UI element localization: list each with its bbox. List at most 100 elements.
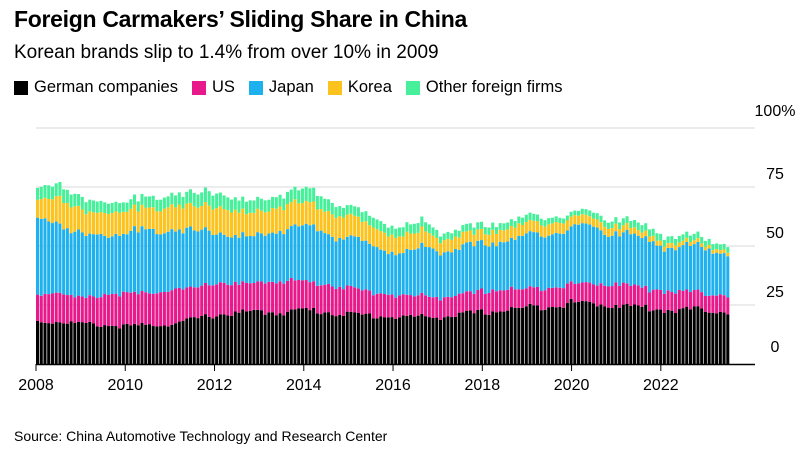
bar-japan-13 — [84, 235, 88, 298]
bar-korea-60 — [259, 210, 263, 234]
legend-item-other: Other foreign firms — [405, 78, 563, 97]
y-tick-label-25: 25 — [766, 284, 784, 301]
bar-korea-80 — [334, 217, 338, 242]
bar-other-146 — [580, 208, 584, 215]
bar-other-141 — [562, 218, 566, 224]
bar-german-33 — [159, 326, 163, 364]
bar-german-66 — [282, 315, 286, 364]
bar-japan-141 — [562, 233, 566, 289]
bar-other-123 — [494, 227, 498, 234]
bar-korea-86 — [356, 216, 360, 237]
bar-german-74 — [312, 307, 316, 364]
bar-german-122 — [491, 311, 495, 364]
bar-us-152 — [603, 285, 607, 307]
bar-other-128 — [513, 220, 517, 228]
bar-us-105 — [427, 296, 431, 318]
bar-korea-24 — [125, 211, 129, 235]
bar-japan-14 — [88, 233, 92, 296]
bar-other-5 — [54, 183, 58, 197]
bar-japan-72 — [304, 223, 308, 281]
bar-us-41 — [188, 286, 193, 318]
bar-other-92 — [379, 221, 383, 232]
bar-japan-181 — [711, 253, 715, 296]
bar-japan-182 — [715, 252, 719, 296]
bar-other-28 — [140, 193, 144, 205]
bar-other-79 — [330, 202, 334, 215]
bar-us-99 — [405, 294, 409, 316]
bar-japan-67 — [285, 229, 290, 281]
bar-us-71 — [300, 280, 304, 309]
bar-us-81 — [338, 286, 342, 315]
y-tick-label-0: 0 — [771, 339, 780, 356]
bar-other-136 — [543, 220, 547, 227]
x-tick-label-2016: 2016 — [375, 377, 411, 394]
bar-korea-113 — [457, 237, 461, 250]
bar-german-10 — [73, 323, 77, 364]
bar-other-135 — [539, 218, 543, 226]
bar-us-50 — [222, 282, 226, 315]
bar-german-174 — [685, 306, 689, 364]
bar-japan-2 — [43, 218, 47, 294]
bar-korea-58 — [252, 212, 256, 237]
chart-legend: German companies US Japan Korea Other fo… — [14, 78, 577, 97]
bar-german-68 — [289, 309, 293, 364]
bar-german-21 — [114, 326, 118, 364]
bar-japan-94 — [386, 254, 390, 295]
bar-korea-48 — [215, 208, 219, 235]
bar-german-4 — [50, 323, 54, 364]
bar-german-88 — [364, 313, 368, 364]
bar-japan-74 — [312, 224, 316, 282]
bar-other-71 — [300, 188, 304, 204]
bar-korea-42 — [192, 206, 196, 231]
bar-us-133 — [532, 287, 536, 306]
bar-korea-72 — [304, 200, 308, 224]
bar-german-180 — [707, 312, 711, 364]
bar-other-99 — [405, 222, 409, 232]
bar-japan-160 — [632, 233, 637, 285]
bar-korea-182 — [715, 249, 719, 253]
bar-japan-19 — [106, 237, 110, 295]
bar-us-91 — [375, 293, 379, 319]
bar-us-70 — [297, 279, 301, 309]
bar-german-183 — [718, 311, 722, 364]
bar-other-176 — [692, 233, 696, 241]
bar-german-149 — [591, 303, 596, 364]
bar-us-65 — [278, 281, 282, 314]
bar-german-96 — [394, 318, 398, 364]
bar-us-18 — [103, 293, 107, 326]
bar-german-106 — [431, 317, 435, 364]
bar-german-44 — [200, 315, 204, 364]
bar-korea-161 — [636, 230, 640, 236]
bar-japan-4 — [50, 223, 54, 294]
bar-german-3 — [47, 323, 51, 364]
y-tick-label-100: 100% — [755, 103, 796, 120]
bar-korea-36 — [170, 204, 174, 230]
bar-japan-42 — [192, 230, 196, 288]
bar-other-166 — [655, 233, 659, 241]
bar-other-73 — [308, 188, 312, 203]
bar-japan-21 — [114, 233, 118, 294]
bar-korea-145 — [577, 215, 581, 225]
bar-korea-181 — [711, 250, 715, 254]
bar-japan-99 — [405, 248, 409, 295]
bar-japan-17 — [99, 233, 103, 298]
bar-us-170 — [670, 292, 674, 311]
bar-japan-122 — [491, 242, 495, 290]
bar-japan-1 — [39, 218, 43, 296]
bar-other-90 — [371, 217, 375, 228]
bar-german-51 — [226, 315, 230, 364]
bar-korea-62 — [267, 211, 271, 234]
bar-other-30 — [147, 196, 151, 208]
bar-us-14 — [88, 295, 92, 322]
bar-us-118 — [476, 290, 480, 310]
bar-korea-148 — [588, 216, 592, 225]
bar-other-14 — [88, 199, 92, 212]
bar-other-27 — [136, 201, 140, 212]
bar-us-103 — [420, 292, 424, 314]
bar-german-26 — [133, 323, 137, 364]
bar-korea-104 — [424, 231, 428, 247]
bar-us-115 — [465, 291, 469, 311]
bar-other-65 — [278, 194, 282, 207]
bar-german-77 — [323, 312, 327, 364]
bar-japan-164 — [647, 241, 651, 293]
